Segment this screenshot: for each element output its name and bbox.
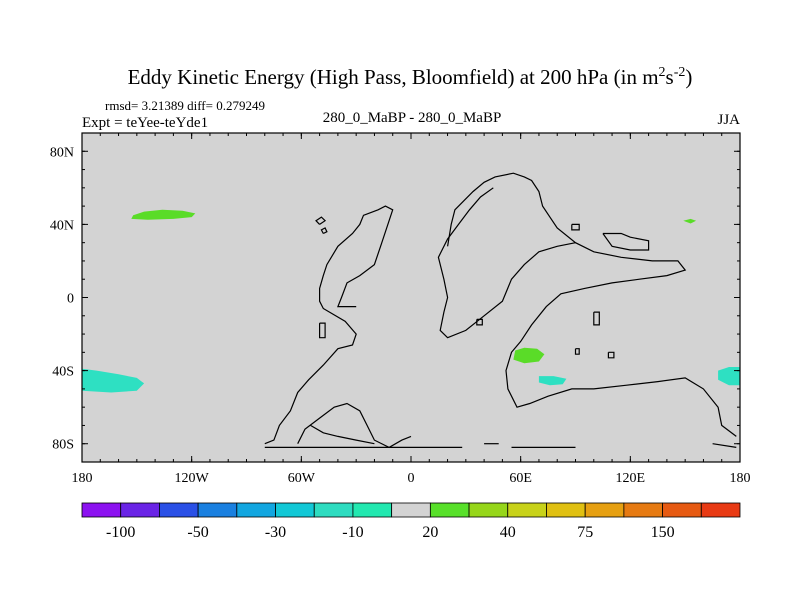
coastline-island-north-a <box>315 216 327 225</box>
anomaly-layer <box>82 209 740 393</box>
colorbar-swatch <box>120 502 160 518</box>
colorbar-swatch <box>700 502 741 518</box>
y-tick-label: 0 <box>67 292 74 307</box>
y-axis: 80N 40N 0 40S 80S <box>50 132 740 463</box>
colorbar-label: 20 <box>422 524 438 541</box>
anomaly-southern-ocean <box>538 376 567 386</box>
coastline-antarctic-shelf <box>310 424 375 445</box>
colorbar-label: -100 <box>106 524 135 541</box>
colorbar-swatch <box>197 502 238 518</box>
coastline-island-ocean-d <box>607 351 615 359</box>
coastline-island-ocean-c <box>593 311 600 326</box>
x-tick-label: 120W <box>175 471 210 486</box>
anomaly-pacific-south <box>82 368 145 393</box>
y-tick-label: 80N <box>50 145 74 160</box>
anomaly-east-pacific-south <box>718 367 740 386</box>
coastline-eurasia <box>447 172 737 437</box>
stats-label: rmsd= 3.21389 diff= 0.279249 <box>105 98 265 113</box>
anomaly-east-pacific-north <box>683 218 697 224</box>
x-axis: 180 120W 60W 0 60E 120E 180 <box>72 133 751 486</box>
colorbar-label: -10 <box>342 524 363 541</box>
case-label: 280_0_MaBP - 280_0_MaBP <box>323 110 502 126</box>
colorbar: -100 -50 -30 -10 20 40 75 150 <box>81 502 741 541</box>
coastline-east-islands <box>571 223 580 231</box>
coastline-island-ocean-a <box>319 322 326 339</box>
colorbar-label: -50 <box>187 524 208 541</box>
colorbar-swatch <box>313 502 354 518</box>
coastline-island-north-b <box>320 227 328 235</box>
x-tick-label: 180 <box>72 471 93 486</box>
map-background <box>82 133 740 462</box>
anomaly-pacific-north <box>131 209 196 220</box>
coastline-east-asia-block <box>602 232 650 251</box>
experiment-label: Expt = teYee-teYde1 <box>82 115 208 131</box>
coastline-antarctic-far-east <box>712 443 737 448</box>
coastline-island-ocean-b <box>476 318 483 326</box>
x-tick-label: 0 <box>408 471 415 486</box>
colorbar-swatch <box>352 502 393 518</box>
colorbar-label: -30 <box>265 524 286 541</box>
colorbar-swatch <box>159 502 199 518</box>
y-tick-label: 40N <box>50 218 74 233</box>
colorbar-label: 40 <box>500 524 516 541</box>
season-label: JJA <box>717 112 740 128</box>
colorbar-swatch <box>391 502 431 518</box>
colorbar-swatch <box>662 502 702 518</box>
x-tick-label: 60E <box>509 471 532 486</box>
coastline-antarctic-peninsula <box>297 402 412 449</box>
colorbar-swatch <box>468 502 509 518</box>
coastline-americas <box>264 205 394 445</box>
coastline-layer <box>264 172 737 449</box>
colorbar-swatch <box>546 502 586 518</box>
colorbar-swatch <box>236 502 276 518</box>
colorbar-swatch <box>429 502 470 518</box>
colorbar-swatch <box>507 502 547 518</box>
coastline-island-ocean-e <box>574 348 580 355</box>
colorbar-swatch <box>584 502 625 518</box>
colorbar-label: 150 <box>651 524 675 541</box>
anomaly-indian-ocean <box>513 347 545 364</box>
chart-title: Eddy Kinetic Energy (High Pass, Bloomfie… <box>128 65 693 89</box>
colorbar-swatch <box>81 502 122 518</box>
colorbar-swatch <box>623 502 663 518</box>
x-tick-label: 60W <box>288 471 316 486</box>
y-tick-label: 80S <box>52 438 74 453</box>
coastline-africa <box>437 187 576 339</box>
x-tick-label: 120E <box>616 471 646 486</box>
y-tick-label: 40S <box>52 365 74 380</box>
colorbar-swatch <box>275 502 315 518</box>
x-tick-label: 180 <box>730 471 751 486</box>
colorbar-label: 75 <box>577 524 593 541</box>
